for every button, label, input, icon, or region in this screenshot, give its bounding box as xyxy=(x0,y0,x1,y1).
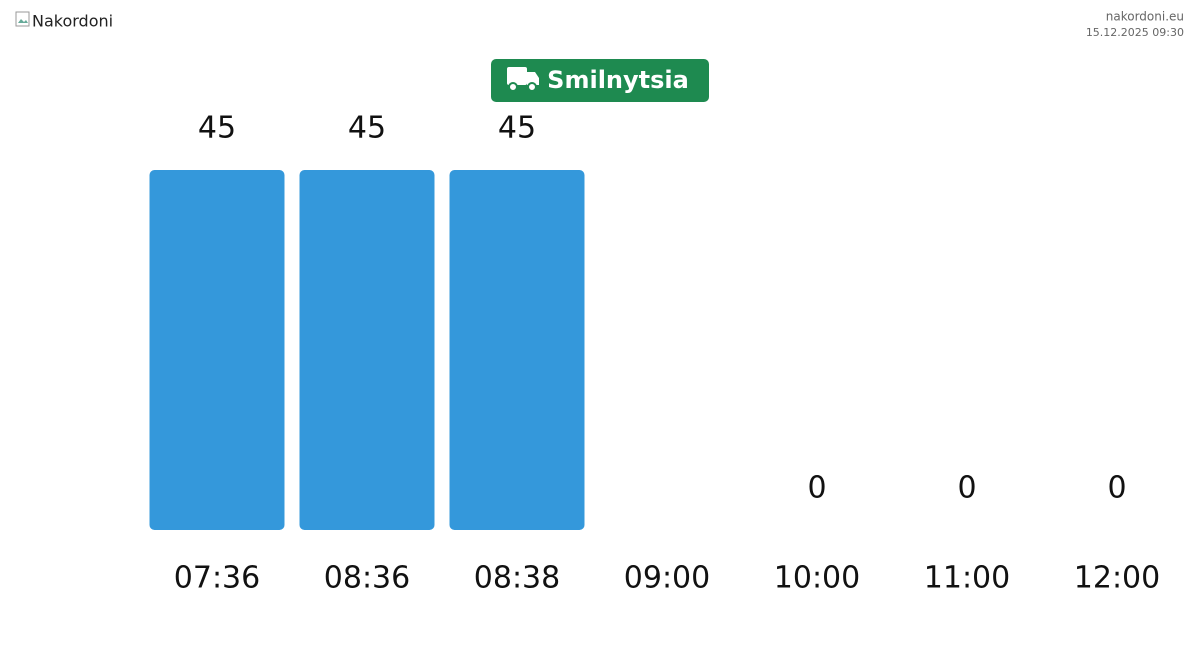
x-tick-label: 12:00 xyxy=(1074,561,1160,596)
value-label: 45 xyxy=(198,111,236,146)
value-label: 0 xyxy=(807,471,826,506)
x-tick-label: 10:00 xyxy=(774,561,860,596)
x-tick-label: 09:00 xyxy=(624,561,710,596)
chart-title: Smilnytsia xyxy=(547,66,689,94)
title-badge xyxy=(491,59,709,102)
value-label: 0 xyxy=(957,471,976,506)
timestamp: 15.12.2025 09:30 xyxy=(1086,26,1184,39)
value-label: 45 xyxy=(348,111,386,146)
site-name: nakordoni.eu xyxy=(1106,10,1184,24)
truck-icon xyxy=(507,67,539,92)
value-label: 45 xyxy=(498,111,536,146)
x-tick-label: 11:00 xyxy=(924,561,1010,596)
bar xyxy=(449,170,585,530)
bar xyxy=(299,170,435,530)
logo-alt: Nakordoni xyxy=(32,12,113,31)
x-tick-label: 08:36 xyxy=(324,561,410,596)
x-tick-label: 08:38 xyxy=(474,561,560,596)
value-label: 0 xyxy=(1107,471,1126,506)
bar xyxy=(149,170,285,530)
broken-image-icon xyxy=(15,11,30,27)
x-tick-label: 07:36 xyxy=(174,561,260,596)
